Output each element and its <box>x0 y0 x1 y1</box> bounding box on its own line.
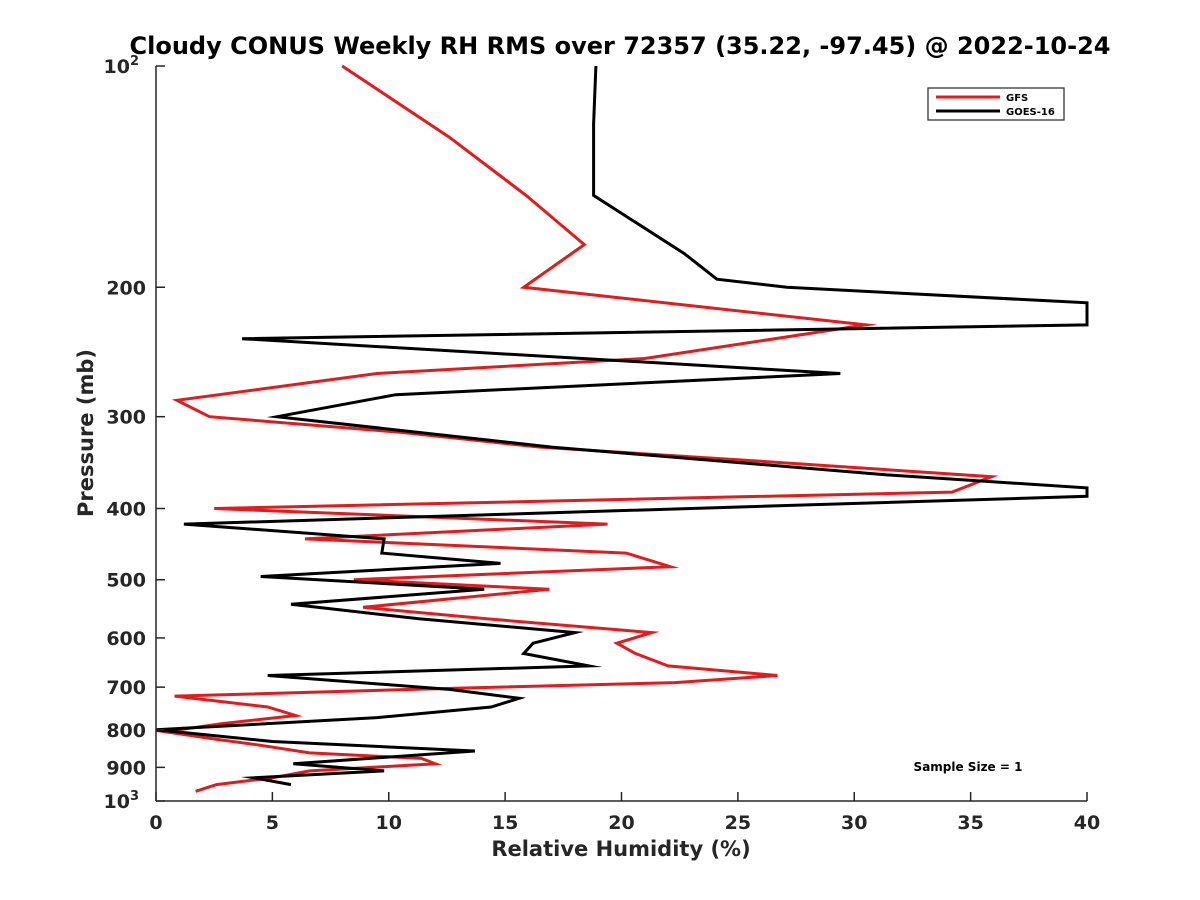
x-tick-label: 30 <box>841 812 867 834</box>
y-tick-label: 300 <box>106 407 146 429</box>
y-tick-label: 800 <box>106 720 146 742</box>
x-axis-label: Relative Humidity (%) <box>491 837 750 861</box>
y-axis-label: Pressure (mb) <box>74 349 98 517</box>
x-tick-label: 10 <box>376 812 402 834</box>
legend-label: GOES-16 <box>1006 107 1055 118</box>
y-tick-exponent: 3 <box>130 789 139 804</box>
x-tick-label: 35 <box>957 812 983 834</box>
axes <box>155 66 1087 802</box>
x-ticks: 0 5 10 15 20 25 30 35 40 <box>149 792 1100 834</box>
y-tick-exponent: 2 <box>130 54 139 69</box>
legend-label: GFS <box>1006 93 1028 104</box>
x-tick-label: 25 <box>725 812 751 834</box>
plot-lines <box>154 64 1089 793</box>
y-tick-label: 200 <box>106 277 146 299</box>
y-tick-label: 700 <box>106 677 146 699</box>
series-line-goes-16 <box>155 65 1089 787</box>
chart-title: Cloudy CONUS Weekly RH RMS over 72357 (3… <box>130 32 1111 60</box>
x-tick-label: 20 <box>608 812 634 834</box>
x-tick-label: 5 <box>266 812 279 834</box>
series-line-gfs <box>154 64 999 793</box>
y-tick-label: 400 <box>106 499 146 521</box>
y-tick-label: 10 <box>104 56 130 78</box>
sample-size-annotation: Sample Size = 1 <box>914 760 1023 774</box>
y-tick-label: 600 <box>106 628 146 650</box>
legend-box <box>927 87 1065 121</box>
x-tick-label: 0 <box>149 812 162 834</box>
y-tick-label: 500 <box>106 570 146 592</box>
y-tick-label: 900 <box>106 757 146 779</box>
x-tick-label: 40 <box>1074 812 1100 834</box>
legend: GFS GOES-16 <box>927 87 1065 121</box>
y-tick-label: 10 <box>104 791 130 813</box>
x-tick-label: 15 <box>492 812 518 834</box>
